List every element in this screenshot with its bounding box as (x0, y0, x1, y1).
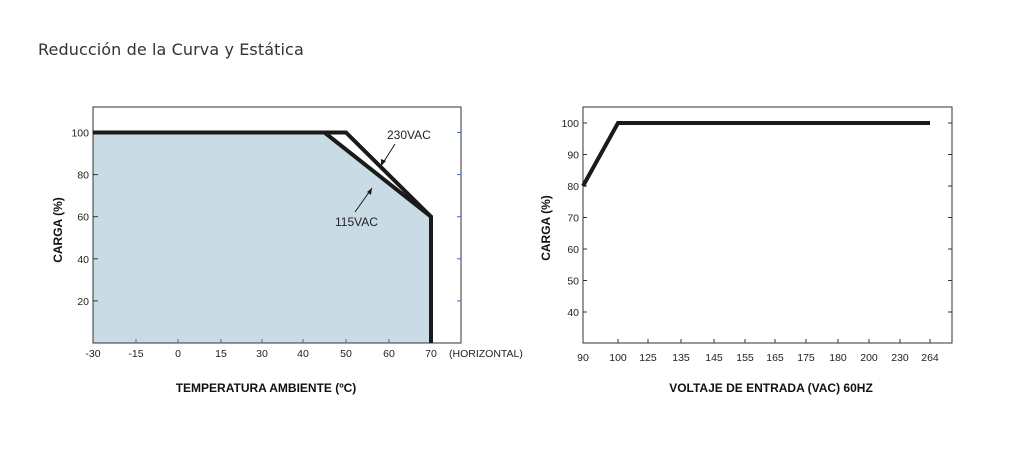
x-tick-label: 180 (829, 352, 847, 364)
y-tick-label: 100 (561, 118, 579, 130)
y-tick-label: 90 (567, 150, 579, 162)
y-tick-label: 70 (567, 213, 579, 225)
x-tick-label: 90 (577, 352, 589, 364)
x-tick-label: 200 (860, 352, 878, 364)
x-tick-label: -30 (85, 348, 100, 360)
x-tick-label: 70 (425, 348, 437, 360)
y-tick-label: 50 (567, 276, 579, 288)
y-tick-label: 40 (567, 307, 579, 319)
y-tick-label: 80 (567, 181, 579, 193)
x-tick-label: 264 (921, 352, 939, 364)
x-tick-suffix: (HORIZONTAL) (449, 348, 523, 360)
x-tick-label: -15 (128, 348, 143, 360)
x-tick-label: 145 (705, 352, 723, 364)
plot-frame (92, 106, 462, 344)
x-tick-label: 60 (383, 348, 395, 360)
x-tick-label: 50 (340, 348, 352, 360)
x-tick-label: 125 (639, 352, 657, 364)
annotation-230vac: 230VAC (387, 128, 431, 142)
page-title: Reducción de la Curva y Estática (38, 40, 304, 59)
y-tick-label: 20 (77, 296, 89, 308)
y-tick-label: 40 (77, 254, 89, 266)
x-tick-label: 165 (766, 352, 784, 364)
x-tick-label: 175 (797, 352, 815, 364)
annotation-115vac: 115VAC (335, 215, 378, 229)
y-tick-label: 80 (77, 170, 89, 182)
plot-frame (582, 106, 953, 344)
y-tick-label: 60 (77, 212, 89, 224)
x-tick-label: 135 (672, 352, 690, 364)
x-tick-label: 40 (297, 348, 309, 360)
x-tick-label: 15 (215, 348, 227, 360)
annotation-arrow-115vac (367, 188, 372, 195)
y-axis-title: CARGA (%) (51, 197, 65, 263)
x-tick-label: 230 (891, 352, 909, 364)
y-tick-label: 100 (71, 128, 89, 140)
series-line-115vac (93, 130, 433, 343)
x-tick-label: 0 (175, 348, 181, 360)
x-tick-label: 100 (609, 352, 627, 364)
y-axis-title: CARGA (%) (539, 195, 553, 261)
annotation-arrow-230vac (381, 159, 386, 166)
x-tick-label: 155 (736, 352, 754, 364)
x-axis-title: TEMPERATURA AMBIENTE (ºC) (176, 381, 357, 395)
x-tick-label: 30 (256, 348, 268, 360)
series-line-load (581, 121, 930, 187)
derating-fill-area (93, 132, 431, 343)
x-axis-title: VOLTAJE DE ENTRADA (VAC) 60HZ (669, 381, 873, 395)
y-tick-label: 60 (567, 244, 579, 256)
